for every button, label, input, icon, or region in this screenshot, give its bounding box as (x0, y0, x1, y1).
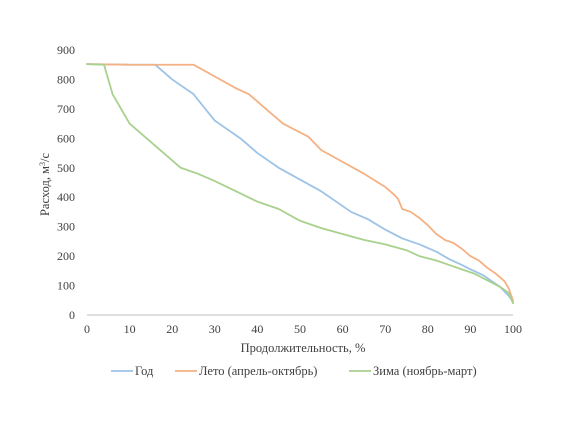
legend-label-2: Лето (апрель-октябрь) (199, 364, 317, 378)
y-tick-label: 500 (57, 161, 75, 175)
series-line-3 (86, 63, 514, 305)
series-line-2 (86, 63, 514, 302)
x-tick-label: 90 (464, 322, 476, 336)
axes: 0 100 200 300 400 500 600 700 800 900 0 10 20 30 40 50 6… (57, 43, 522, 336)
y-tick-label: 200 (57, 249, 75, 263)
y-tick-label: 800 (57, 72, 75, 86)
x-tick-label: 30 (209, 322, 221, 336)
y-axis-title: Расход, м3/с (38, 153, 53, 217)
x-tick-label: 60 (337, 322, 349, 336)
x-tick-label: 50 (294, 322, 306, 336)
y-tick-label: 0 (69, 308, 75, 322)
y-axis-title-tail: /с (38, 153, 52, 162)
legend-label-1: Год (135, 364, 154, 378)
x-tick-label: 70 (379, 322, 391, 336)
x-tick-label: 40 (251, 322, 263, 336)
plot-area (86, 63, 514, 305)
y-axis-title-sup: 3 (38, 162, 47, 166)
x-tick-label: 80 (422, 322, 434, 336)
y-tick-label: 300 (57, 220, 75, 234)
y-axis-title-main: Расход, м (38, 166, 52, 216)
y-tick-label: 900 (57, 43, 75, 57)
y-tick-label: 100 (57, 279, 75, 293)
x-axis-title: Продолжительность, % (241, 341, 366, 355)
x-tick-label: 10 (124, 322, 136, 336)
x-tick-label: 20 (166, 322, 178, 336)
y-tick-label: 700 (57, 102, 75, 116)
y-tick-label: 400 (57, 190, 75, 204)
series-line-1 (86, 63, 514, 303)
legend: Год Лето (апрель-октябрь) Зима (ноябрь-мар… (111, 364, 477, 378)
legend-label-3: Зима (ноябрь-март) (373, 364, 477, 378)
x-tick-label: 100 (504, 322, 522, 336)
x-tick-label: 0 (84, 322, 90, 336)
y-tick-label: 600 (57, 131, 75, 145)
